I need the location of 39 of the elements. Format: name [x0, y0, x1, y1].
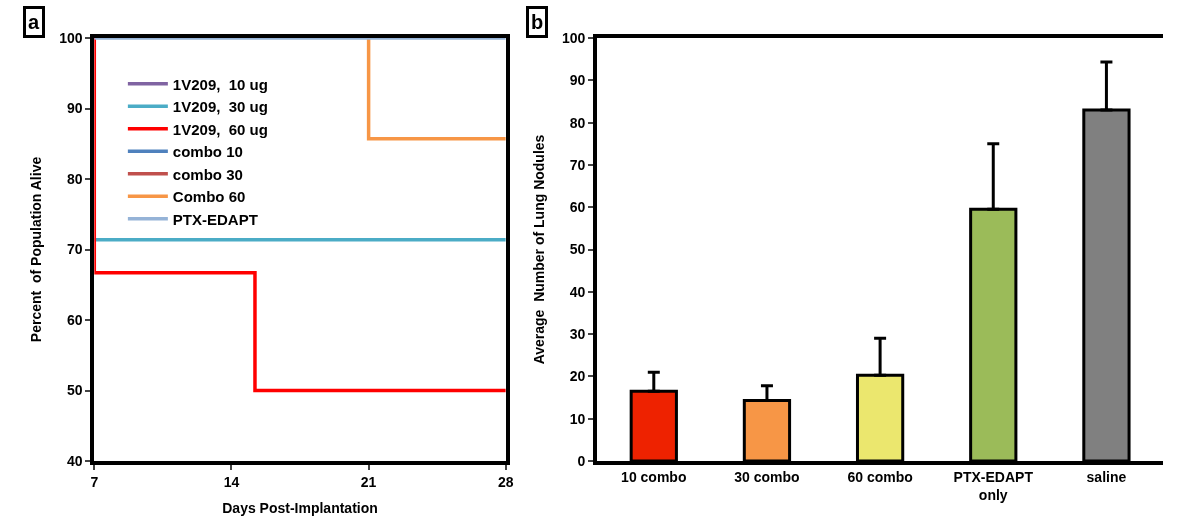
y-tick-label: 10 [569, 410, 586, 427]
y-tick-label: 70 [66, 241, 83, 258]
text: a [28, 11, 40, 33]
y-tick-label: 70 [569, 156, 586, 173]
y-axis-title: Average Number of Lung Nodules [531, 134, 548, 365]
y-tick-label: 100 [562, 29, 586, 46]
x-tick-label: PTX-EDAPT only [953, 468, 1034, 503]
x-tick-label: 28 [497, 473, 514, 490]
y-tick-label: 40 [66, 452, 83, 469]
y-tick-label: 100 [59, 29, 83, 46]
x-tick-label: 60 combo [847, 468, 913, 485]
text: b [531, 11, 544, 33]
legend-label: PTX-EDAPT [172, 210, 258, 228]
x-tick-label: 21 [360, 473, 377, 490]
legend-label: 1V209, 10 ug [172, 75, 268, 93]
legend-label: Combo 60 [172, 188, 246, 206]
x-axis-title: Days Post-Implantation [222, 499, 378, 516]
y-tick-label: 20 [569, 368, 586, 385]
legend-label: 1V209, 30 ug [172, 98, 268, 116]
y-tick-label: 0 [577, 452, 586, 469]
x-tick-label: 14 [223, 473, 240, 490]
x-tick-label: 7 [90, 473, 99, 490]
y-tick-label: 80 [66, 170, 83, 187]
x-tick-label: 10 combo [621, 468, 687, 485]
y-tick-label: 80 [569, 114, 586, 131]
y-tick-label: 60 [66, 311, 83, 328]
y-tick-label: 90 [569, 72, 586, 89]
y-tick-label: 90 [66, 100, 83, 117]
x-tick-label: saline [1086, 468, 1127, 485]
legend-label: 1V209, 60 ug [172, 120, 268, 138]
legend-label: combo 10 [172, 143, 243, 161]
y-tick-label: 40 [569, 283, 586, 300]
y-tick-label: 50 [569, 241, 586, 258]
legend-label: combo 30 [172, 165, 243, 183]
y-tick-label: 50 [66, 382, 83, 399]
x-tick-label: 30 combo [734, 468, 800, 485]
y-tick-label: 60 [569, 199, 586, 216]
y-tick-label: 30 [569, 326, 586, 342]
y-axis-title: Percent of Population Alive [28, 156, 45, 343]
